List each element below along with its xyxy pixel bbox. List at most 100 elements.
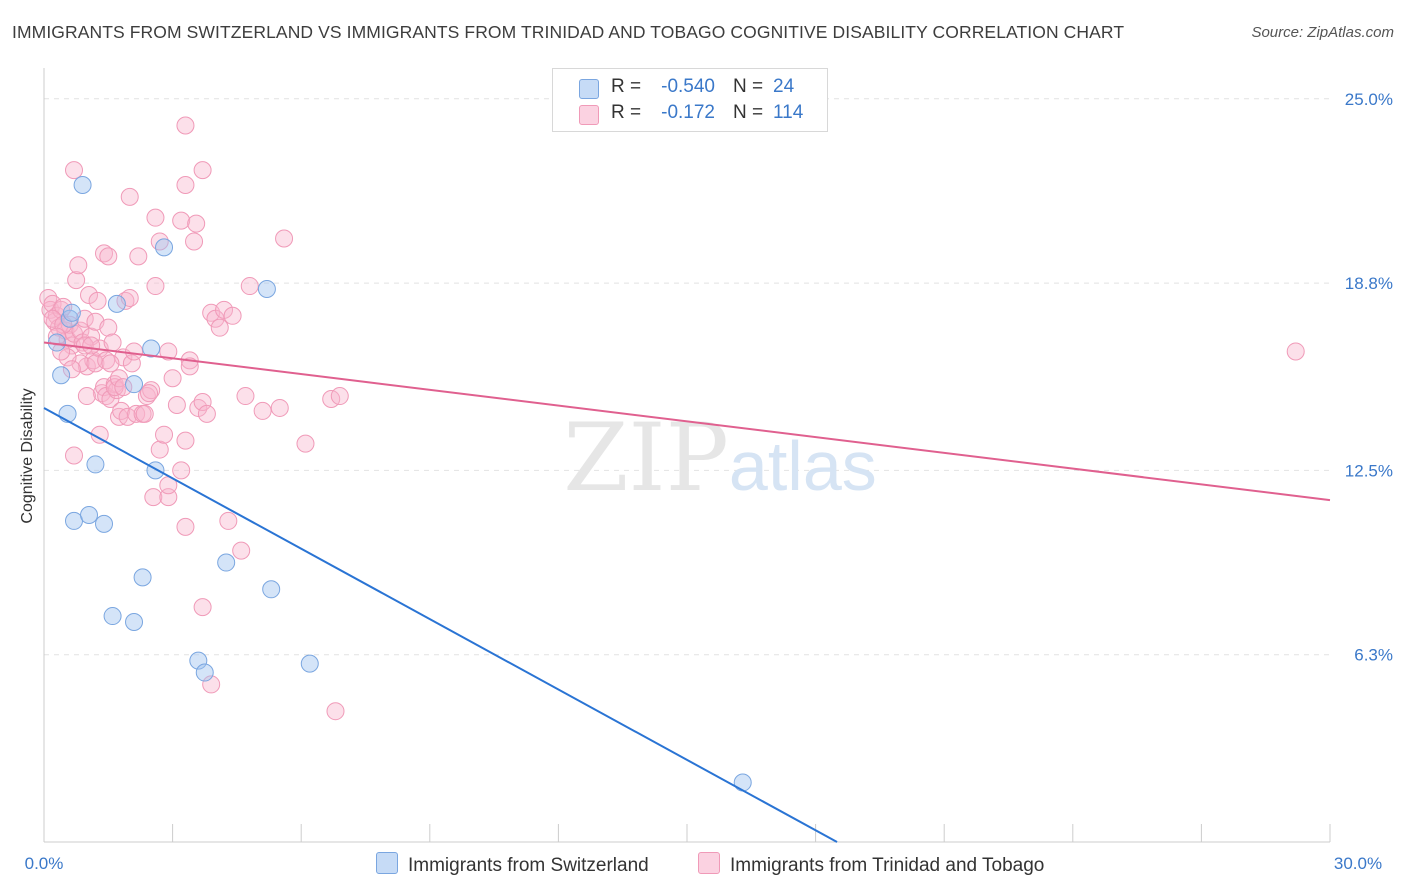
trinidad-point	[176, 517, 195, 536]
trinidad-point	[167, 395, 186, 414]
correlation-legend: R = -0.540 N = 24 R = -0.172 N = 114	[552, 68, 828, 132]
switzerland-point	[95, 514, 114, 533]
trinidad-point	[82, 336, 101, 355]
trinidad-point	[193, 598, 212, 617]
switzerland-point	[86, 455, 105, 474]
switzerland-point	[107, 294, 126, 313]
switzerland-point	[189, 651, 208, 670]
trinidad-point	[88, 291, 107, 310]
trinidad-point	[99, 247, 118, 266]
y-tick-label: 25.0%	[1345, 90, 1393, 109]
axes	[43, 68, 1331, 843]
switzerland-point	[80, 505, 99, 524]
trinidad-point	[172, 461, 191, 480]
trinidad-point	[193, 393, 212, 411]
switzerland-point	[257, 280, 276, 299]
trinidad-point	[65, 161, 84, 180]
trinidad-point	[180, 357, 199, 376]
trinidad-point	[120, 187, 139, 206]
switzerland-point	[125, 613, 144, 631]
trinidad-point	[86, 354, 105, 373]
trinidad-point	[187, 214, 206, 233]
trinidad-point	[122, 354, 141, 373]
bottom-legend-label: Immigrants from Trinidad and Tobago	[730, 855, 1045, 876]
switzerland-point	[142, 339, 161, 358]
trinidad-point	[210, 318, 229, 337]
switzerland-point	[52, 366, 71, 385]
switzerland-point	[195, 663, 214, 682]
trinidad-point	[176, 431, 195, 450]
trinidad-point	[275, 229, 294, 248]
trinidad-point	[99, 318, 118, 337]
y-tick-label: 18.8%	[1345, 274, 1393, 293]
trinidad-point	[253, 401, 272, 420]
switzerland-point	[62, 303, 81, 322]
legend-n-value: 114	[773, 102, 804, 123]
trinidad-point	[236, 387, 255, 406]
trinidad-point	[296, 434, 315, 453]
trinidad-point	[223, 306, 242, 325]
switzerland-point	[65, 511, 84, 530]
trinidad-point	[101, 390, 120, 409]
switzerland-point	[217, 553, 236, 572]
legend-n-label: N =	[733, 76, 764, 97]
trinidad-point	[202, 675, 221, 694]
trinidad-point	[330, 387, 349, 406]
switzerland-point	[73, 175, 92, 194]
trinidad-point	[270, 398, 289, 417]
switzerland-point	[133, 568, 152, 587]
trinidad-point	[232, 541, 251, 560]
trinidad-point	[159, 342, 178, 361]
trinidad-point	[144, 488, 163, 507]
trinidad-point	[193, 161, 212, 180]
switzerland-point	[733, 773, 752, 792]
watermark: ZIPatlas	[563, 404, 877, 513]
trinidad-point	[163, 369, 182, 388]
legend-r-value: -0.540	[661, 76, 715, 97]
trinidad-point	[65, 446, 84, 465]
trinidad-point	[219, 511, 238, 530]
x-tick-label: 0.0%	[25, 854, 64, 873]
switzerland-point	[146, 461, 165, 480]
trinidad-point	[326, 702, 345, 721]
trinidad-point	[114, 378, 133, 397]
chart-title: IMMIGRANTS FROM SWITZERLAND VS IMMIGRANT…	[12, 22, 1125, 42]
bottom-legend-trinidad: Immigrants from Trinidad and Tobago	[698, 852, 1044, 877]
switzerland-point	[155, 238, 174, 257]
trinidad-point	[135, 404, 154, 423]
bottom-legend-label: Immigrants from Switzerland	[408, 855, 649, 876]
switzerland-trend-line	[43, 407, 838, 843]
bottom-legend-switzerland: Immigrants from Switzerland	[376, 852, 649, 877]
trinidad-point	[101, 354, 120, 373]
trinidad-point	[172, 211, 191, 230]
legend-n-value: 24	[773, 76, 795, 97]
trinidad-point	[155, 425, 174, 444]
trinidad-point	[150, 440, 169, 459]
legend-r-label: R =	[611, 76, 642, 97]
trinidad-point	[125, 342, 144, 361]
bottom-legend-swatch-switzerland	[376, 852, 398, 874]
trinidad-point	[176, 116, 195, 135]
bottom-legend-swatch-trinidad	[698, 852, 720, 874]
trinidad-point	[71, 321, 90, 340]
source-credit: Source: ZipAtlas.com	[1251, 24, 1394, 41]
trinidad-point	[146, 277, 165, 296]
switzerland-point	[262, 580, 281, 599]
trinidad-point	[129, 247, 148, 266]
trinidad-trend-line	[43, 341, 1331, 502]
x-tick-label: 30.0%	[1334, 854, 1382, 873]
legend-swatch-trinidad	[579, 105, 599, 125]
data-points	[39, 116, 1305, 792]
trinidad-point	[103, 333, 122, 352]
legend-swatch-switzerland	[579, 79, 599, 99]
tick-labels: 25.0% 18.8% 12.5% 6.3% 0.0% 30.0%	[25, 90, 1393, 873]
trinidad-point	[52, 342, 71, 361]
switzerland-point	[125, 375, 144, 394]
trinidad-point	[185, 232, 204, 251]
legend-r-value: -0.172	[661, 102, 715, 123]
trinidad-point	[67, 271, 86, 290]
trend-lines	[43, 341, 1331, 843]
trinidad-point	[62, 360, 81, 379]
trinidad-point	[1286, 342, 1305, 361]
